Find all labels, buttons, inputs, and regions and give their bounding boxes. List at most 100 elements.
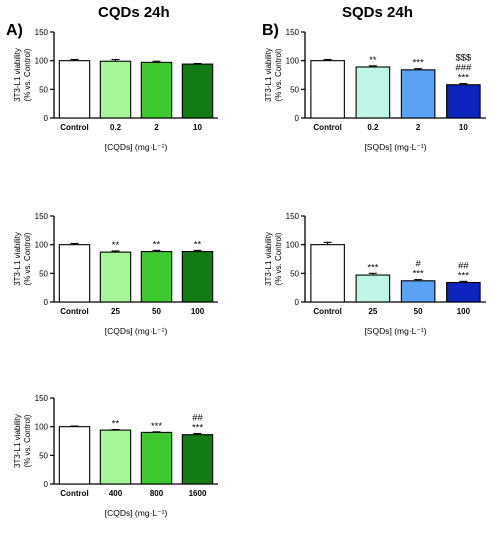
y-axis-label-units: (% vs. Control) (23, 232, 32, 285)
x-tick-label: Control (60, 489, 88, 498)
significance-mark: *** (458, 73, 469, 84)
bar-4 (446, 84, 481, 119)
y-tick-label: 50 (39, 451, 48, 460)
y-axis-label-units: (% vs. Control) (274, 232, 283, 285)
bar-4 (181, 63, 214, 119)
bar-1 (58, 244, 91, 303)
y-tick-label: 50 (39, 85, 48, 94)
bar-1 (58, 426, 91, 485)
x-tick-label: Control (313, 307, 341, 316)
heading-cqds: CQDs 24h (98, 4, 170, 21)
x-axis-label: [CQDs] (mg·L⁻¹) (105, 326, 168, 336)
y-tick-label: 0 (44, 114, 49, 123)
y-tick-label: 150 (286, 28, 300, 37)
y-tick-label: 150 (35, 212, 49, 221)
y-axis-label: 3T3-L1 viability (264, 48, 273, 102)
significance-mark: *** (192, 423, 203, 434)
significance-mark: ** (112, 419, 120, 430)
bar-4 (181, 434, 214, 485)
bar-3 (140, 250, 173, 303)
x-axis-label: [SQDs] (mg·L⁻¹) (364, 142, 426, 152)
y-axis-label: 3T3-L1 viability (13, 232, 22, 286)
significance-mark: ### (455, 63, 472, 74)
chart-2 (301, 31, 486, 119)
y-tick-label: 150 (35, 28, 49, 37)
bar-1 (310, 244, 345, 303)
significance-mark: ** (153, 239, 161, 250)
panel-label-a: A) (6, 22, 23, 39)
bar-3 (140, 61, 173, 119)
y-tick-label: 100 (35, 57, 49, 66)
y-axis-label: 3T3-L1 viability (13, 414, 22, 468)
panel-label-b: B) (262, 22, 279, 39)
y-tick-label: 0 (295, 114, 300, 123)
y-tick-label: 150 (286, 212, 300, 221)
significance-mark: *** (367, 262, 378, 273)
y-tick-label: 0 (295, 298, 300, 307)
y-tick-label: 0 (44, 480, 49, 489)
y-tick-label: 50 (290, 85, 299, 94)
bar-4 (446, 281, 481, 303)
x-tick-label: 50 (152, 307, 161, 316)
bar-1 (310, 60, 345, 119)
x-tick-label: 800 (150, 489, 164, 498)
y-axis-label-units: (% vs. Control) (23, 48, 32, 101)
chart-1 (50, 31, 218, 119)
y-axis-label-units: (% vs. Control) (274, 48, 283, 101)
bar-2 (99, 429, 132, 485)
y-tick-label: 100 (35, 241, 49, 250)
bar-2 (355, 274, 391, 303)
significance-mark: *** (458, 270, 469, 281)
chart-3 (50, 215, 218, 303)
x-tick-label: Control (313, 123, 341, 132)
y-tick-label: 50 (290, 269, 299, 278)
y-axis-label: 3T3-L1 viability (264, 232, 273, 286)
x-tick-label: 1600 (189, 489, 207, 498)
x-tick-label: 100 (191, 307, 205, 316)
x-tick-label: 25 (111, 307, 120, 316)
y-tick-label: 50 (39, 269, 48, 278)
x-tick-label: 2 (154, 123, 159, 132)
significance-mark: *** (151, 421, 162, 432)
significance-mark: ** (369, 55, 377, 66)
significance-mark: ## (458, 260, 469, 271)
bar-1 (58, 60, 91, 119)
y-tick-label: 100 (286, 241, 300, 250)
x-tick-label: Control (60, 123, 88, 132)
significance-mark: ** (194, 239, 202, 250)
x-tick-label: 400 (109, 489, 123, 498)
x-tick-label: 50 (414, 307, 423, 316)
y-axis-label-units: (% vs. Control) (23, 414, 32, 467)
significance-mark: ** (112, 240, 120, 251)
x-tick-label: 2 (416, 123, 421, 132)
chart-4 (301, 215, 486, 303)
bar-3 (400, 69, 436, 119)
chart-5 (50, 397, 218, 485)
x-axis-label: [SQDs] (mg·L⁻¹) (364, 326, 426, 336)
x-tick-label: 10 (193, 123, 202, 132)
bar-2 (99, 60, 132, 119)
x-axis-label: [CQDs] (mg·L⁻¹) (105, 508, 168, 518)
bar-2 (355, 66, 391, 119)
x-tick-label: Control (60, 307, 88, 316)
significance-mark: $$$ (455, 53, 472, 64)
x-axis-label: [CQDs] (mg·L⁻¹) (105, 142, 168, 152)
y-tick-label: 100 (35, 423, 49, 432)
y-tick-label: 150 (35, 394, 49, 403)
significance-mark: ## (192, 413, 203, 424)
bar-3 (140, 431, 173, 485)
bar-4 (181, 250, 214, 303)
significance-mark: *** (413, 269, 424, 280)
x-tick-label: 25 (368, 307, 377, 316)
bar-3 (400, 280, 436, 303)
bar-2 (99, 251, 132, 303)
x-tick-label: 10 (459, 123, 468, 132)
x-tick-label: 100 (457, 307, 471, 316)
significance-mark: *** (413, 58, 424, 69)
y-tick-label: 100 (286, 57, 300, 66)
y-tick-label: 0 (44, 298, 49, 307)
heading-sqds: SQDs 24h (342, 4, 413, 21)
y-axis-label: 3T3-L1 viability (13, 48, 22, 102)
x-tick-label: 0.2 (367, 123, 379, 132)
